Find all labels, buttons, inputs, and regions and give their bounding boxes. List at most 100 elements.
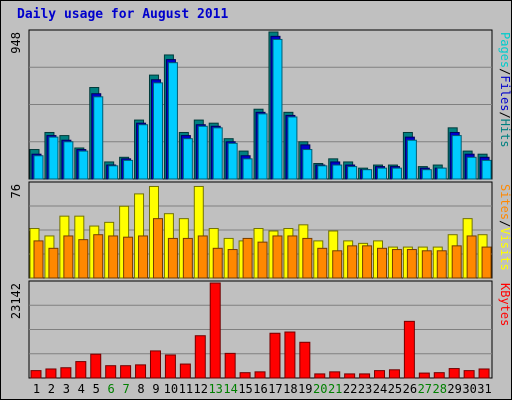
bar-pages-fill-day-8 <box>138 124 149 180</box>
bar-pages-fill-day-16 <box>257 113 268 180</box>
bar-kbytes-day-6 <box>105 365 117 379</box>
bar-sites-day-19 <box>302 237 313 279</box>
bar-sites-fill-day-26 <box>406 249 417 279</box>
bar-pages-day-21 <box>332 164 343 180</box>
bar-kbytes-day-31 <box>478 368 490 379</box>
bar-sites-fill-day-24 <box>377 247 388 279</box>
bar-kbytes-fill-day-23 <box>359 373 371 379</box>
bar-pages-day-13 <box>212 127 223 180</box>
x-tick-day-31: 31 <box>477 382 491 396</box>
x-tick-day-14: 14 <box>223 382 237 396</box>
side-label-middle-part-1: / <box>498 220 511 227</box>
bar-sites-day-7 <box>123 236 134 279</box>
bar-kbytes-day-11 <box>179 363 191 379</box>
bar-kbytes-fill-day-31 <box>478 368 490 379</box>
bar-sites-day-17 <box>272 235 283 279</box>
bar-sites-day-29 <box>451 245 462 279</box>
bar-kbytes-day-22 <box>344 373 356 379</box>
side-label-top-part-2: Files <box>498 75 511 111</box>
x-tick-day-7: 7 <box>122 382 129 396</box>
x-tick-day-24: 24 <box>373 382 387 396</box>
bar-kbytes-fill-day-7 <box>120 365 132 379</box>
bar-kbytes-fill-day-20 <box>314 373 326 379</box>
side-label-top: Pages/Files/Hits <box>498 32 511 148</box>
bar-kbytes-fill-day-6 <box>105 365 117 379</box>
bar-sites-day-14 <box>227 249 238 279</box>
side-label-bottom-part-0: KBytes <box>498 283 511 326</box>
x-tick-day-21: 21 <box>328 382 342 396</box>
bar-pages-fill-day-15 <box>242 158 253 180</box>
bar-pages-day-2 <box>48 136 59 180</box>
bar-pages-fill-day-29 <box>451 135 462 180</box>
bar-kbytes-day-27 <box>418 372 430 379</box>
bar-sites-day-23 <box>362 245 373 279</box>
bar-pages-fill-day-28 <box>436 167 447 180</box>
bar-sites-day-25 <box>391 249 402 279</box>
bar-pages-fill-day-2 <box>48 136 59 180</box>
bar-pages-fill-day-24 <box>377 167 388 180</box>
x-tick-day-17: 17 <box>268 382 282 396</box>
bar-pages-fill-day-1 <box>33 155 44 180</box>
bar-sites-day-18 <box>287 235 298 279</box>
bar-sites-fill-day-30 <box>466 235 477 279</box>
x-tick-day-16: 16 <box>253 382 267 396</box>
bar-kbytes-day-4 <box>75 361 87 379</box>
bar-sites-day-10 <box>167 237 178 279</box>
bar-kbytes-day-12 <box>194 335 206 379</box>
bar-sites-day-15 <box>242 237 253 279</box>
bar-kbytes-day-15 <box>239 372 251 379</box>
bar-sites-fill-day-14 <box>227 249 238 279</box>
bar-kbytes-fill-day-29 <box>448 368 460 379</box>
bar-sites-day-22 <box>347 245 358 279</box>
bar-kbytes-day-5 <box>90 353 102 379</box>
bar-sites-day-31 <box>481 246 492 279</box>
bar-kbytes-fill-day-28 <box>433 372 445 379</box>
bar-sites-fill-day-9 <box>152 218 163 279</box>
bar-pages-fill-day-5 <box>93 96 104 180</box>
bar-kbytes-day-17 <box>269 332 281 379</box>
bar-kbytes-fill-day-8 <box>135 364 147 379</box>
bar-kbytes-day-8 <box>135 364 147 379</box>
bar-pages-fill-day-26 <box>406 139 417 180</box>
bar-sites-fill-day-5 <box>93 234 104 279</box>
bar-sites-fill-day-20 <box>317 247 328 279</box>
bar-sites-day-4 <box>78 239 89 279</box>
bar-pages-day-10 <box>167 62 178 180</box>
bar-sites-fill-day-29 <box>451 245 462 279</box>
bar-kbytes-day-7 <box>120 365 132 379</box>
bar-pages-day-9 <box>152 82 163 180</box>
bar-kbytes-fill-day-30 <box>463 370 475 379</box>
bar-kbytes-day-16 <box>254 371 266 379</box>
side-label-bottom: KBytes <box>498 283 511 326</box>
bar-pages-day-19 <box>302 149 313 180</box>
bar-kbytes-fill-day-21 <box>329 371 341 379</box>
bar-kbytes-fill-day-4 <box>75 361 87 379</box>
side-label-top-part-4: Hits <box>498 119 511 148</box>
bar-sites-fill-day-27 <box>421 250 432 279</box>
bar-pages-day-18 <box>287 116 298 180</box>
bar-pages-day-23 <box>362 169 373 180</box>
max-label-bottom: 23142 <box>9 283 23 319</box>
x-tick-day-23: 23 <box>358 382 372 396</box>
bar-kbytes-fill-day-5 <box>90 353 102 379</box>
bar-pages-fill-day-4 <box>78 150 89 180</box>
side-label-middle: Sites/Visits <box>498 184 511 271</box>
x-tick-day-26: 26 <box>403 382 417 396</box>
bar-kbytes-day-19 <box>299 341 311 379</box>
x-tick-day-3: 3 <box>63 382 70 396</box>
x-tick-day-25: 25 <box>388 382 402 396</box>
bar-pages-fill-day-21 <box>332 164 343 180</box>
bar-sites-fill-day-1 <box>33 240 44 279</box>
bar-kbytes-fill-day-24 <box>374 370 386 379</box>
bar-pages-fill-day-14 <box>227 142 238 180</box>
bar-pages-fill-day-6 <box>108 165 119 180</box>
bar-pages-fill-day-25 <box>391 167 402 180</box>
bar-kbytes-fill-day-26 <box>403 320 415 379</box>
bar-kbytes-day-13 <box>209 282 221 379</box>
bar-pages-day-31 <box>481 159 492 180</box>
bar-kbytes-day-21 <box>329 371 341 379</box>
x-tick-day-2: 2 <box>48 382 55 396</box>
bar-pages-fill-day-17 <box>272 38 283 180</box>
bar-kbytes-day-9 <box>149 350 161 379</box>
bar-sites-fill-day-21 <box>332 250 343 279</box>
